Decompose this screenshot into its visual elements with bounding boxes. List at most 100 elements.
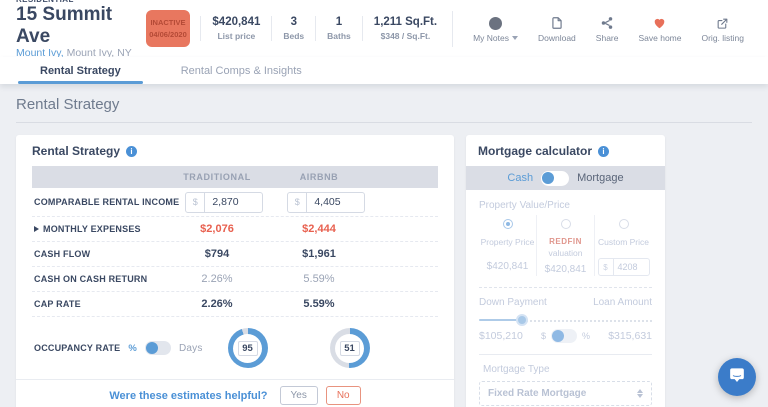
page-title: Rental Strategy — [16, 94, 752, 123]
column-header-airbnb: AIRBNB — [299, 172, 339, 182]
divider — [479, 354, 652, 355]
mortgage-calculator-title: Mortgage calculator i — [466, 144, 665, 166]
down-payment-slider-fill — [479, 319, 523, 321]
airbnb-occupancy-value: 51 — [339, 340, 360, 356]
traditional-monthly-expenses: $2,076 — [200, 223, 234, 235]
tab-rental-comps[interactable]: Rental Comps & Insights — [180, 64, 302, 77]
redfin-brand-label: REDFIN — [549, 237, 582, 246]
option-custom-price[interactable]: Custom Price $ 4208 — [594, 215, 652, 276]
airbnb-occupancy-donut: 51 — [329, 328, 370, 368]
traditional-income-input[interactable]: $ 2,870 — [185, 191, 264, 213]
download-button[interactable]: Download — [528, 15, 586, 43]
rental-strategy-card: Rental Strategy i TRADITIONAL AIRBNB COM… — [16, 135, 454, 407]
down-payment-slider[interactable] — [479, 313, 652, 327]
property-address: 15 Summit Ave — [16, 3, 113, 47]
mortgage-type-select[interactable]: Fixed Rate Mortgage — [479, 381, 652, 406]
row-monthly-expenses[interactable]: MONTHLY EXPENSES $2,076 $2,444 — [32, 217, 438, 242]
pdf-download-icon — [550, 15, 564, 30]
table-header-row: TRADITIONAL AIRBNB — [32, 166, 438, 188]
tab-rental-strategy[interactable]: Rental Strategy — [18, 57, 143, 84]
airbnb-cap-rate: 5.59% — [303, 298, 335, 310]
my-notes-button[interactable]: My Notes — [463, 15, 528, 43]
save-home-button[interactable]: Save home — [628, 15, 691, 43]
down-payment-amount: $105,210 — [479, 330, 523, 342]
feedback-no-button[interactable]: No — [325, 386, 361, 405]
header-actions: My Notes Download Share Save home Orig. … — [452, 10, 754, 47]
dollar-percent-toggle[interactable] — [551, 329, 577, 343]
rental-strategy-table: TRADITIONAL AIRBNB COMPARABLE RENTAL INC… — [32, 166, 438, 379]
main-content: Rental Strategy Rental Strategy i TRADIT… — [0, 84, 768, 407]
cash-mortgage-mode-bar: Cash Mortgage — [466, 166, 665, 190]
property-value-label: Property Value/Price — [479, 200, 570, 211]
radio-icon[interactable] — [560, 219, 571, 229]
feedback-yes-button[interactable]: Yes — [279, 386, 318, 405]
row-comparable-rental-income: COMPARABLE RENTAL INCOME $ 2,870 $ 4,405 — [32, 188, 438, 217]
mortgage-type-label: Mortgage Type — [483, 364, 550, 375]
caret-right-icon — [34, 226, 39, 232]
property-value-options: Property Price $420,841 REDFIN valuation… — [479, 215, 652, 276]
property-stats: $420,841 List price 3 Beds 1 Baths 1,211… — [200, 11, 448, 47]
down-payment-label: Down Payment — [479, 297, 547, 308]
chevron-down-icon — [511, 36, 518, 41]
loan-amount-value: $315,631 — [608, 330, 652, 342]
option-property-price[interactable]: Property Price $420,841 — [479, 215, 536, 276]
property-header: SINGLE FAMILY RESIDENTIAL 15 Summit Ave … — [0, 0, 768, 71]
option-redfin-valuation[interactable]: REDFIN valuation $420,841 — [536, 215, 594, 276]
share-label: Share — [595, 32, 619, 43]
city-link[interactable]: Mount Ivy, — [16, 47, 64, 60]
traditional-coc-return: 2.26% — [201, 273, 233, 285]
redfin-valuation-value: $420,841 — [544, 264, 587, 276]
select-stepper-icon — [637, 389, 643, 398]
cash-mode-label[interactable]: Cash — [507, 172, 534, 184]
stat-baths: 1 Baths — [315, 16, 362, 41]
percent-unit-label[interactable]: % — [128, 342, 137, 354]
feedback-bar: Were these estimates helpful? Yes No — [16, 379, 454, 407]
my-notes-label: My Notes — [473, 32, 509, 43]
mortgage-calculator-card: Mortgage calculator i Cash Mortgage Prop… — [466, 135, 665, 407]
download-label: Download — [537, 32, 576, 43]
rental-strategy-card-title: Rental Strategy i — [16, 144, 454, 166]
row-cash-flow: CASH FLOW $794 $1,961 — [32, 242, 438, 267]
share-button[interactable]: Share — [586, 15, 629, 43]
stat-beds: 3 Beds — [271, 16, 315, 41]
row-cap-rate: CAP RATE 2.26% 5.59% — [32, 292, 438, 317]
status-badge-date: 04/06/2020 — [149, 29, 187, 39]
row-cash-on-cash-return: CASH ON CASH RETURN 2.26% 5.59% — [32, 267, 438, 292]
cash-mortgage-toggle[interactable] — [541, 170, 570, 186]
traditional-occupancy-value: 95 — [237, 340, 258, 356]
info-icon[interactable]: i — [126, 145, 138, 157]
days-unit-label[interactable]: Days — [178, 342, 203, 354]
status-badge-status: INACTIVE — [150, 18, 186, 28]
traditional-cash-flow: $794 — [204, 248, 230, 260]
chat-bubble-icon — [727, 365, 747, 390]
radio-selected-icon[interactable] — [502, 219, 513, 229]
share-icon — [600, 15, 614, 30]
save-home-label: Save home — [638, 32, 682, 43]
status-badge: INACTIVE 04/06/2020 — [145, 10, 191, 47]
radio-icon[interactable] — [618, 219, 629, 229]
property-summary: SINGLE FAMILY RESIDENTIAL 15 Summit Ave … — [16, 0, 142, 71]
custom-price-input[interactable]: $ 4208 — [597, 258, 650, 276]
dollar-unit-label[interactable]: $ — [540, 331, 546, 341]
airbnb-monthly-expenses: $2,444 — [302, 223, 336, 235]
tab-bar: Rental Strategy Rental Comps & Insights — [0, 57, 768, 84]
orig-listing-button[interactable]: Orig. listing — [691, 15, 754, 43]
stat-sqft: 1,211 Sq.Ft. $348 / Sq.Ft. — [361, 16, 448, 41]
notes-icon — [489, 16, 503, 30]
external-link-icon — [716, 15, 729, 30]
row-occupancy-rate: OCCUPANCY RATE % Days 95 51 — [32, 317, 438, 379]
heart-icon — [652, 15, 667, 30]
percent-days-toggle[interactable] — [144, 341, 171, 355]
down-payment-slider-handle[interactable] — [516, 314, 529, 326]
down-payment-slider-track — [522, 320, 652, 322]
feedback-question: Were these estimates helpful? — [109, 389, 268, 402]
info-icon[interactable]: i — [598, 145, 610, 157]
chat-launcher-button[interactable] — [718, 358, 756, 396]
airbnb-income-input[interactable]: $ 4,405 — [287, 191, 366, 213]
column-header-traditional: TRADITIONAL — [183, 172, 251, 182]
percent-unit-label[interactable]: % — [582, 331, 591, 341]
property-price-value: $420,841 — [486, 261, 529, 272]
mortgage-mode-label[interactable]: Mortgage — [577, 172, 624, 184]
traditional-occupancy-donut: 95 — [227, 328, 268, 368]
orig-listing-label: Orig. listing — [701, 32, 744, 43]
